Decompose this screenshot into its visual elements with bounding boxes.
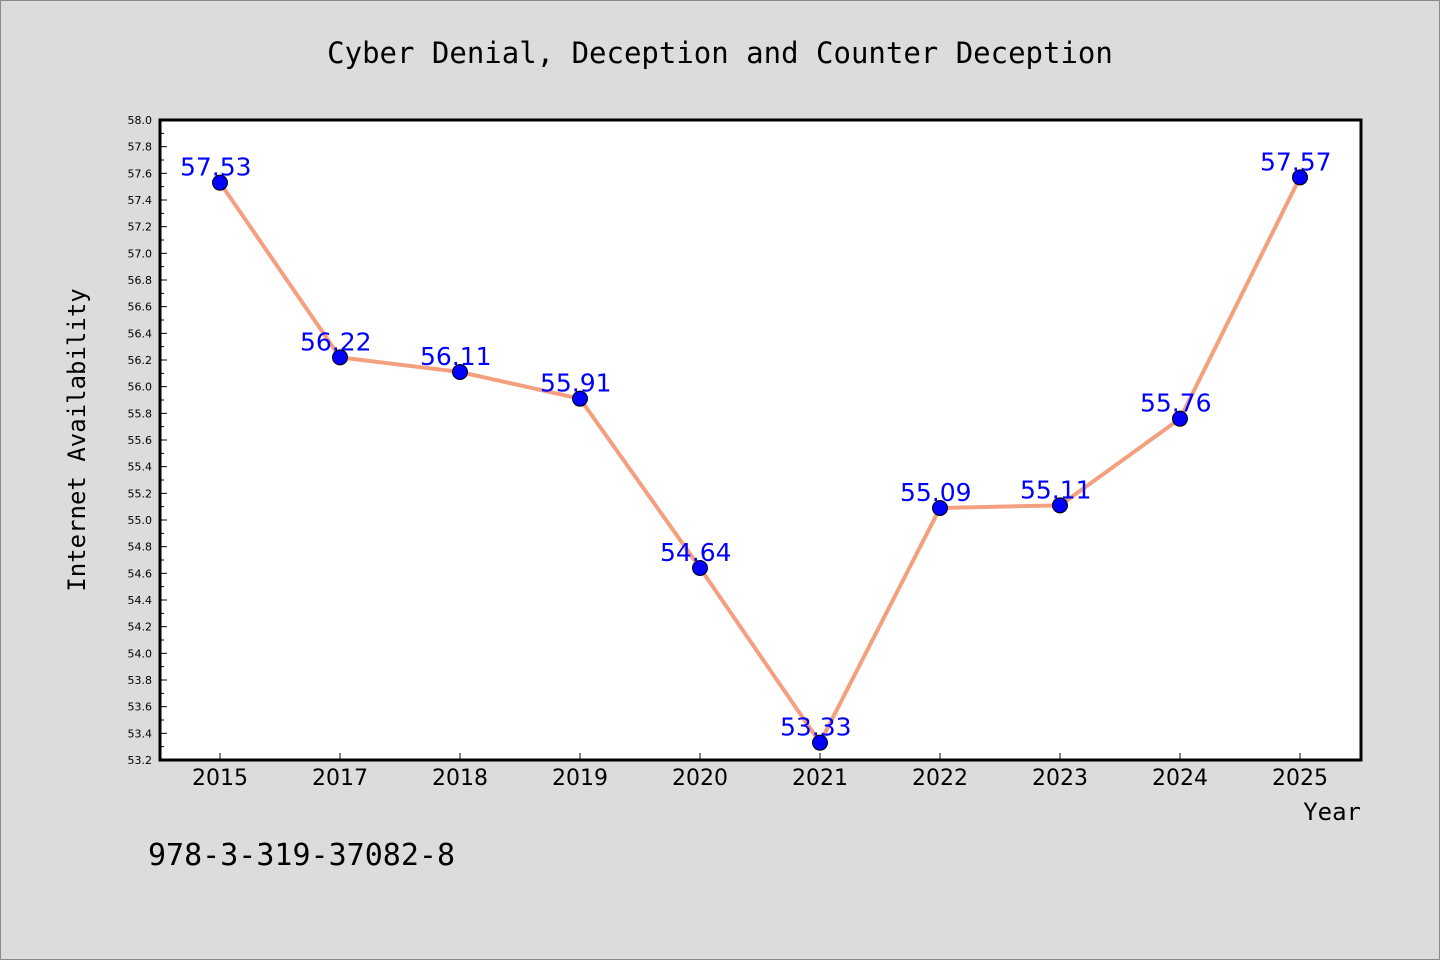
x-axis-ticks: 2015 2017 2018 2019 2020 2021 2022 2023 2024 2025 <box>192 753 1328 791</box>
y-tick-label: 53.8 <box>128 674 153 687</box>
data-point-marker <box>212 174 228 191</box>
x-tick-label: 2020 <box>672 766 728 791</box>
y-tick-label: 53.2 <box>128 754 153 767</box>
x-tick-label: 2018 <box>432 766 488 791</box>
series-line <box>218 176 1302 745</box>
data-point-marker <box>932 500 948 516</box>
data-point-marker <box>812 734 828 751</box>
data-point-marker <box>1172 410 1188 427</box>
y-tick-label: 53.4 <box>128 727 153 740</box>
y-tick-label: 54.0 <box>128 647 153 660</box>
x-axis-title: Year <box>1303 798 1361 826</box>
x-tick-label: 2023 <box>1032 766 1088 791</box>
data-point-marker <box>332 349 348 366</box>
plot-area <box>158 118 1363 762</box>
x-tick-label: 2024 <box>1152 766 1208 791</box>
y-axis-ticks: 53.2 53.4 53.6 53.8 54.0 54.2 54.4 54.6 54.8 55.0… <box>128 114 167 767</box>
y-tick-label: 54.8 <box>128 541 153 554</box>
y-tick-label: 57.0 <box>128 247 153 260</box>
y-tick-label: 57.6 <box>128 167 153 180</box>
y-tick-label: 56.4 <box>128 327 153 340</box>
y-tick-label: 57.8 <box>128 141 153 154</box>
data-point-marker <box>692 560 708 576</box>
y-tick-label: 56.6 <box>128 301 153 314</box>
y-tick-label: 55.8 <box>128 407 153 420</box>
isbn-footer: 978-3-319-37082-8 <box>148 838 455 873</box>
y-tick-label: 54.2 <box>128 621 153 634</box>
y-tick-label: 58.0 <box>128 114 153 127</box>
data-point-marker <box>1292 169 1308 186</box>
y-tick-label: 55.6 <box>128 434 153 447</box>
y-tick-label: 56.2 <box>128 354 153 367</box>
data-point-marker <box>572 390 588 407</box>
y-tick-label: 57.4 <box>128 194 153 207</box>
x-tick-label: 2019 <box>552 766 608 791</box>
y-tick-label: 54.4 <box>128 594 153 607</box>
y-axis-title: Internet Availability <box>63 288 91 591</box>
chart-title: Cyber Denial, Deception and Counter Dece… <box>327 36 1113 70</box>
y-tick-label: 53.6 <box>128 701 153 714</box>
y-tick-label: 57.2 <box>128 221 153 234</box>
y-tick-label: 55.0 <box>128 514 153 527</box>
x-tick-label: 2022 <box>912 766 968 791</box>
y-tick-label: 55.4 <box>128 461 153 474</box>
x-tick-label: 2017 <box>312 766 368 791</box>
x-tick-label: 2021 <box>792 766 848 791</box>
x-tick-label: 2015 <box>192 766 248 791</box>
y-tick-label: 55.2 <box>128 487 153 500</box>
data-point-marker <box>1052 497 1068 514</box>
x-tick-label: 2025 <box>1272 766 1328 791</box>
y-tick-label: 56.0 <box>128 381 153 394</box>
y-tick-label: 54.6 <box>128 567 153 580</box>
y-tick-label: 56.8 <box>128 274 153 287</box>
data-point-marker <box>452 364 468 380</box>
